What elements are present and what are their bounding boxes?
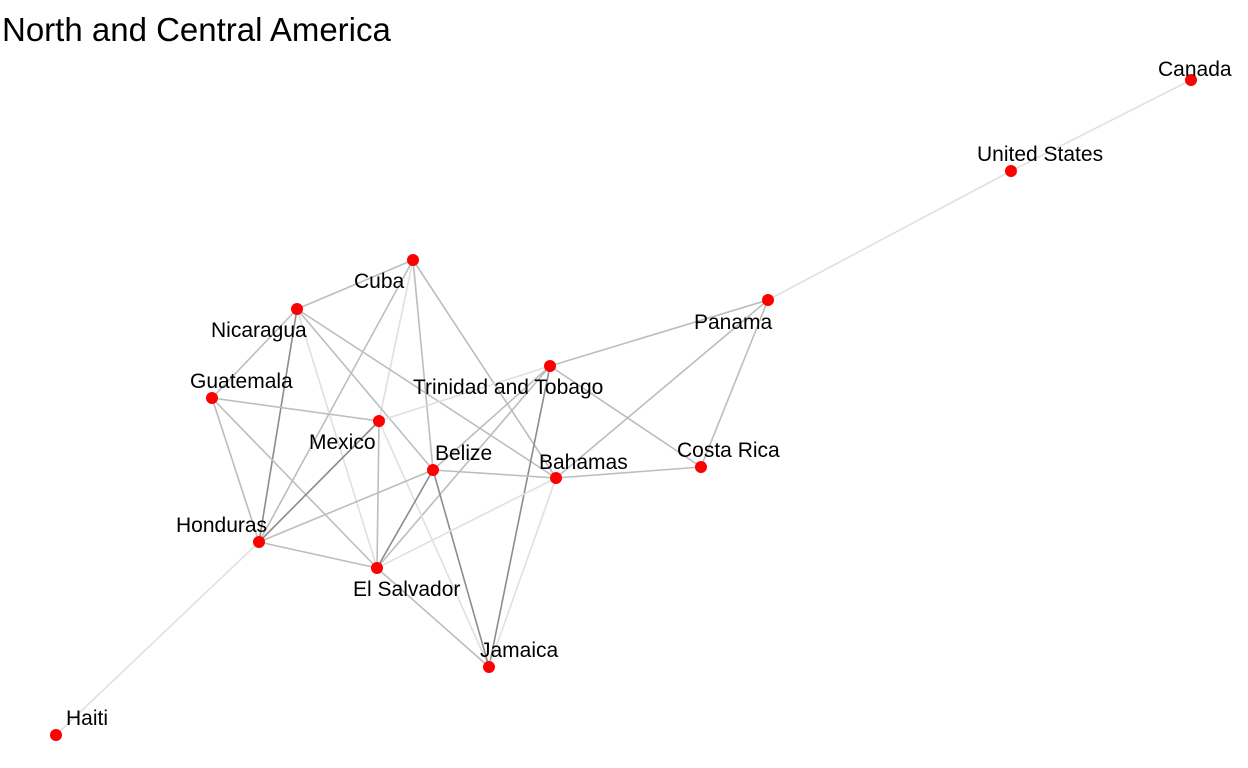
edge-panama-bahamas — [555, 299, 769, 479]
edge-guatemala-el-salvador — [211, 397, 378, 569]
node-label-el-salvador: El Salvador — [353, 578, 460, 601]
edge-trinidad-and-tobago-jamaica — [488, 365, 551, 668]
edge-panama-costa-rica — [700, 299, 769, 468]
node-panama — [762, 294, 774, 306]
node-bahamas — [550, 472, 562, 484]
edge-united-states-panama — [767, 170, 1012, 301]
edge-bahamas-el-salvador — [376, 477, 557, 569]
node-label-haiti: Haiti — [66, 707, 108, 730]
edge-honduras-haiti — [55, 541, 260, 736]
edge-el-salvador-jamaica — [376, 567, 490, 668]
node-label-canada: Canada — [1158, 58, 1232, 81]
edge-mexico-el-salvador — [376, 420, 380, 569]
edge-nicaragua-honduras — [258, 308, 298, 543]
edge-guatemala-mexico — [211, 397, 380, 422]
edge-honduras-el-salvador — [258, 541, 378, 569]
node-label-nicaragua: Nicaragua — [211, 319, 307, 342]
edge-guatemala-honduras — [211, 397, 260, 543]
edge-mexico-jamaica — [378, 420, 490, 668]
edge-layer — [55, 79, 1192, 736]
graph-title: North and Central America — [2, 11, 391, 48]
node-label-costa-rica: Costa Rica — [677, 439, 780, 462]
node-label-belize: Belize — [435, 442, 492, 465]
edge-bahamas-costa-rica — [555, 466, 702, 479]
node-cuba — [407, 254, 419, 266]
edge-mexico-honduras — [258, 420, 380, 543]
edge-belize-el-salvador — [376, 469, 434, 569]
node-mexico — [373, 415, 385, 427]
edge-panama-trinidad-and-tobago — [549, 299, 769, 367]
edge-belize-jamaica — [432, 469, 490, 668]
label-layer: Canada United States Panama Cuba Nicaragua Gu… — [66, 58, 1232, 730]
edge-cuba-belize — [412, 259, 434, 471]
edge-trinidad-and-tobago-costa-rica — [549, 365, 702, 468]
edge-canada-united-states — [1010, 79, 1192, 172]
edge-belize-honduras — [258, 469, 434, 543]
node-label-honduras: Honduras — [176, 514, 267, 537]
edge-nicaragua-bahamas — [296, 308, 557, 479]
node-guatemala — [206, 392, 218, 404]
edge-cuba-honduras — [258, 259, 414, 543]
node-label-united-states: United States — [977, 143, 1103, 166]
edge-nicaragua-belize — [296, 308, 434, 471]
node-nicaragua — [291, 303, 303, 315]
node-costa-rica — [695, 461, 707, 473]
node-label-trinidad-and-tobago: Trinidad and Tobago — [413, 376, 603, 399]
node-el-salvador — [371, 562, 383, 574]
node-united-states — [1005, 165, 1017, 177]
edge-cuba-bahamas — [412, 259, 557, 479]
node-label-mexico: Mexico — [309, 431, 376, 454]
edge-nicaragua-el-salvador — [296, 308, 378, 569]
edge-belize-bahamas — [432, 469, 557, 479]
edge-cuba-nicaragua — [296, 259, 414, 310]
node-haiti — [50, 729, 62, 741]
edge-trinidad-and-tobago-el-salvador — [376, 365, 551, 569]
node-label-panama: Panama — [694, 311, 773, 334]
edge-nicaragua-guatemala — [211, 308, 298, 399]
node-belize — [427, 464, 439, 476]
edge-cuba-mexico — [378, 259, 414, 422]
node-label-cuba: Cuba — [354, 270, 405, 293]
node-layer — [50, 74, 1197, 741]
edge-bahamas-jamaica — [488, 477, 557, 668]
node-label-guatemala: Guatemala — [190, 370, 293, 393]
edge-trinidad-and-tobago-belize — [432, 365, 551, 471]
node-canada — [1185, 74, 1197, 86]
node-label-bahamas: Bahamas — [539, 451, 628, 474]
node-jamaica — [483, 661, 495, 673]
node-label-jamaica: Jamaica — [480, 639, 559, 662]
node-honduras — [253, 536, 265, 548]
node-trinidad-and-tobago — [544, 360, 556, 372]
edge-trinidad-and-tobago-mexico — [378, 365, 551, 422]
